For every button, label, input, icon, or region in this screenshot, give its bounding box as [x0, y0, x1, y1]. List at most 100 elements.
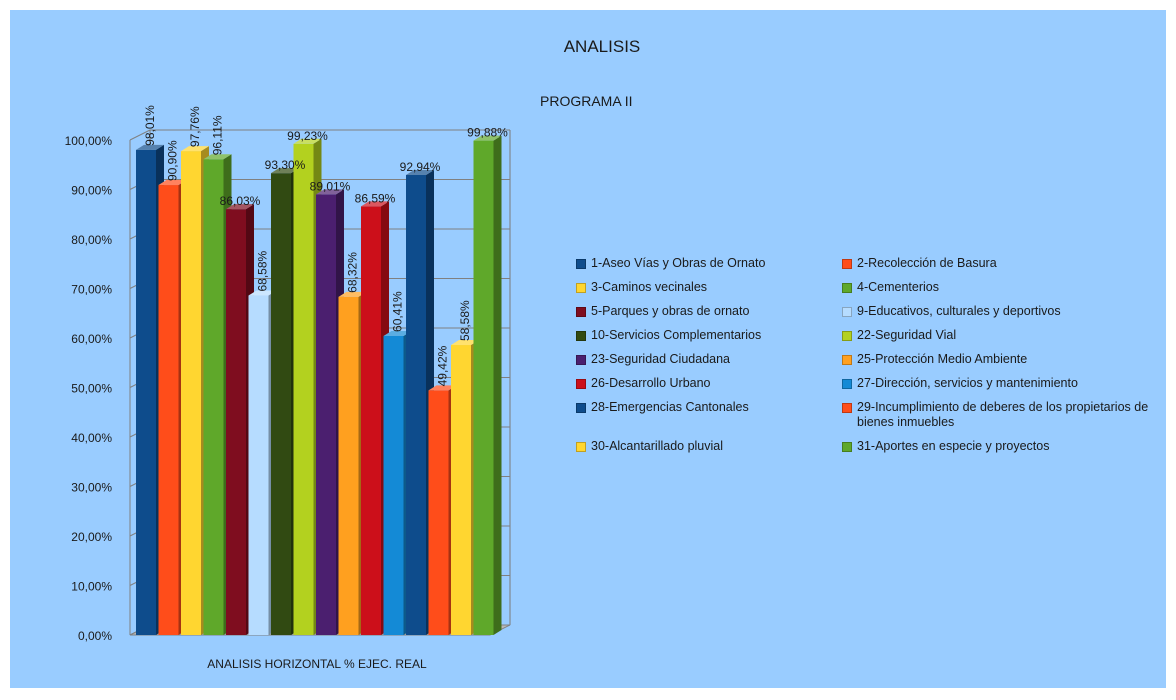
legend-item: 3-Caminos vecinales	[576, 280, 838, 295]
legend-item: 1-Aseo Vías y Obras de Ornato	[576, 256, 838, 271]
legend-swatch	[842, 379, 852, 389]
bar-top	[361, 201, 389, 207]
y-tick-label: 0,00%	[78, 629, 112, 643]
bar	[271, 173, 291, 636]
legend-swatch	[576, 442, 586, 452]
y-tick-label: 10,00%	[71, 580, 112, 594]
bar-top	[271, 168, 299, 174]
bar	[451, 345, 471, 635]
bar-top	[406, 169, 434, 175]
legend-swatch	[842, 403, 852, 413]
bar	[316, 194, 336, 635]
legend-item: 2-Recolección de Basura	[842, 256, 1164, 271]
labels-layer: 98,01% 90,90% 97,76% 96,11% 86,03% 68,58% 93,3…	[143, 105, 508, 387]
legend-label: 2-Recolección de Basura	[857, 256, 997, 270]
y-tick-label: 90,00%	[71, 184, 112, 198]
bar-side	[493, 135, 502, 635]
legend-label: 26-Desarrollo Urbano	[591, 376, 711, 390]
bar	[293, 143, 314, 635]
data-label: 68,58%	[256, 250, 270, 291]
legend-swatch	[842, 331, 852, 341]
bar	[136, 149, 156, 635]
chart-panel: 0,00% 10,00% 20,00% 30,00% 40,00% 50,00% 60,00…	[10, 10, 1166, 688]
data-label: 99,88%	[467, 126, 508, 140]
y-tick-label: 50,00%	[71, 382, 112, 396]
legend-item: 27-Dirección, servicios y mantenimiento	[842, 376, 1164, 391]
bar	[203, 159, 224, 635]
bar	[383, 335, 404, 635]
legend-item: 23-Seguridad Ciudadana	[576, 352, 838, 367]
y-tick-label: 80,00%	[71, 233, 112, 247]
y-tick-label: 100,00%	[65, 134, 113, 148]
bar	[338, 296, 359, 635]
legend-item: 10-Servicios Complementarios	[576, 328, 838, 343]
legend-item: 4-Cementerios	[842, 280, 1164, 295]
bar-top	[383, 330, 412, 336]
bar-top	[203, 154, 232, 160]
data-label: 58,58%	[458, 300, 472, 341]
bar-top	[293, 138, 322, 144]
legend-label: 4-Cementerios	[857, 280, 939, 294]
data-label: 60,41%	[391, 291, 405, 332]
legend-label: 25-Protección Medio Ambiente	[857, 352, 1028, 366]
legend-item: 29-Incumplimiento de deberes de los prop…	[842, 400, 1164, 430]
legend-swatch	[842, 259, 852, 269]
x-axis-label: ANALISIS HORIZONTAL % EJEC. REAL	[207, 657, 427, 671]
bar-top	[473, 135, 502, 141]
chart-title: ANALISIS	[564, 37, 641, 56]
legend-swatch	[576, 283, 586, 293]
bar-top	[181, 146, 209, 152]
legend-swatch	[842, 307, 852, 317]
bar-top	[451, 340, 479, 346]
bar	[361, 206, 381, 635]
legend-swatch	[842, 355, 852, 365]
bar	[226, 209, 246, 636]
legend-swatch	[576, 259, 586, 269]
legend-label: 31-Aportes en especie y proyectos	[857, 439, 1050, 453]
legend-label: 5-Parques y obras de ornato	[591, 304, 750, 318]
legend-swatch	[576, 379, 586, 389]
bar	[406, 174, 426, 635]
data-label: 89,01%	[310, 179, 351, 193]
legend-item: 22-Seguridad Vial	[842, 328, 1164, 343]
legend-item: 28-Emergencias Cantonales	[576, 400, 838, 415]
bar-top	[248, 290, 277, 296]
legend-label: 27-Dirección, servicios y mantenimiento	[857, 376, 1078, 390]
chart-subtitle: PROGRAMA II	[540, 93, 633, 109]
legend-item: 25-Protección Medio Ambiente	[842, 352, 1164, 367]
data-label: 96,11%	[211, 115, 225, 155]
legend-label: 3-Caminos vecinales	[591, 280, 708, 294]
legend-label: 30-Alcantarillado pluvial	[591, 439, 724, 453]
bar-top	[136, 144, 164, 150]
legend-item: 30-Alcantarillado pluvial	[576, 439, 838, 454]
legend-swatch	[576, 307, 586, 317]
data-label: 90,90%	[166, 140, 180, 181]
data-label: 93,30%	[265, 158, 306, 172]
y-tick-label: 40,00%	[71, 431, 112, 445]
data-label: 86,03%	[220, 194, 261, 208]
legend-swatch	[576, 355, 586, 365]
legend-swatch	[842, 442, 852, 452]
legend-label: 28-Emergencias Cantonales	[591, 400, 749, 414]
data-label: 97,76%	[188, 106, 202, 147]
chart-area: 0,00% 10,00% 20,00% 30,00% 40,00% 50,00% 60,00…	[65, 37, 641, 671]
legend-item: 26-Desarrollo Urbano	[576, 376, 838, 391]
bar	[181, 151, 201, 635]
legend-label: 29-Incumplimiento de deberes de los prop…	[857, 400, 1149, 429]
data-label: 98,01%	[143, 105, 157, 146]
bars-layer	[136, 135, 502, 636]
y-tick-label: 60,00%	[71, 332, 112, 346]
bar	[428, 390, 449, 635]
y-tick-label: 20,00%	[71, 530, 112, 544]
legend-label: 23-Seguridad Ciudadana	[591, 352, 730, 366]
y-tick-label: 70,00%	[71, 283, 112, 297]
legend-label: 22-Seguridad Vial	[857, 328, 957, 342]
bar-top	[158, 180, 187, 186]
y-tick-label: 30,00%	[71, 481, 112, 495]
bar	[158, 185, 179, 636]
legend-label: 1-Aseo Vías y Obras de Ornato	[591, 256, 766, 270]
data-label: 86,59%	[355, 191, 396, 205]
bar-top	[316, 189, 344, 195]
bar	[248, 295, 269, 635]
bar-top	[226, 204, 254, 210]
